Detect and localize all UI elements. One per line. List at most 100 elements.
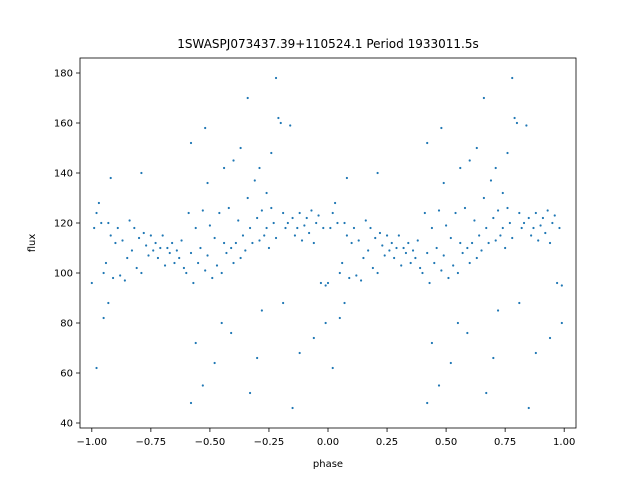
data-point [447,276,450,280]
data-point [454,211,457,215]
data-point [156,256,160,260]
data-point [430,341,434,345]
data-point [291,406,294,410]
data-point [308,231,311,235]
data-point [489,179,493,182]
data-point [492,216,495,220]
data-point [222,166,226,170]
data-point [102,271,105,275]
y-axis: 40 60 80 100 120 140 160 180 [54,69,80,430]
data-point [208,224,211,227]
data-point [126,256,129,260]
data-point [556,281,559,285]
data-point [466,331,469,335]
data-point [234,241,237,245]
data-point [478,234,481,237]
data-point [345,234,348,237]
data-point [435,246,438,250]
y-tick-label: 60 [60,369,73,380]
data-point [426,251,429,255]
data-point [456,321,459,325]
data-point [182,266,186,270]
data-point [213,236,216,240]
data-point [246,196,249,200]
data-point [260,209,263,212]
data-point [192,281,195,285]
data-point [189,251,193,255]
x-tick-label: 0.00 [317,437,339,448]
data-point [300,239,304,242]
data-point [501,226,504,230]
data-point [284,226,287,230]
data-point [487,241,490,245]
y-axis-label: flux [27,234,38,253]
data-point [279,121,282,125]
data-point [475,146,478,150]
data-point [312,241,315,245]
x-tick-label: 0.50 [435,437,457,448]
data-point [421,271,424,275]
data-point [364,219,367,222]
data-point [274,76,278,80]
data-point [449,236,452,240]
data-point [473,219,476,222]
data-point [225,251,228,255]
data-point [400,264,403,267]
data-point [376,171,379,175]
data-point [452,264,455,267]
data-point [522,221,526,225]
data-point [482,196,485,200]
data-point [527,406,530,410]
data-point [109,234,112,237]
data-point [468,261,471,265]
data-point [367,249,370,252]
data-point [189,401,193,405]
data-points [90,76,563,410]
data-point [239,146,242,150]
y-tick-label: 140 [54,169,73,180]
data-point [357,239,360,242]
data-point [449,361,452,365]
data-point [130,249,134,252]
x-axis: −1.00 −0.75 −0.50 −0.25 0.00 0.25 0.50 0.75 1.00 [76,428,575,448]
data-point [411,249,415,252]
data-point [348,276,351,280]
data-point [197,261,200,265]
data-point [374,236,377,240]
data-point [456,271,459,275]
data-point [222,241,226,245]
data-point [520,226,523,230]
data-point [256,356,259,360]
data-point [175,249,178,252]
x-tick-label: 0.25 [376,437,398,448]
data-point [270,151,273,155]
data-point [298,211,301,215]
data-point [383,254,386,257]
data-point [553,214,556,217]
data-point [109,176,112,180]
data-point [397,234,400,237]
x-tick-label: −0.25 [254,437,285,448]
data-point [296,226,299,230]
data-point [544,231,547,235]
data-point [463,206,467,210]
data-point [482,96,485,100]
data-point [100,221,103,225]
data-point [419,266,422,270]
data-point [253,179,256,182]
data-point [437,384,441,387]
data-point [331,366,334,370]
data-point [336,221,339,225]
data-point [201,384,204,387]
data-point [159,246,162,250]
data-point [189,141,193,145]
data-point [204,269,207,272]
data-point [423,211,426,215]
data-point [459,166,462,170]
data-point [97,201,100,205]
data-point [338,271,341,275]
data-point [274,236,278,240]
data-point [213,361,216,365]
data-point [393,256,396,260]
